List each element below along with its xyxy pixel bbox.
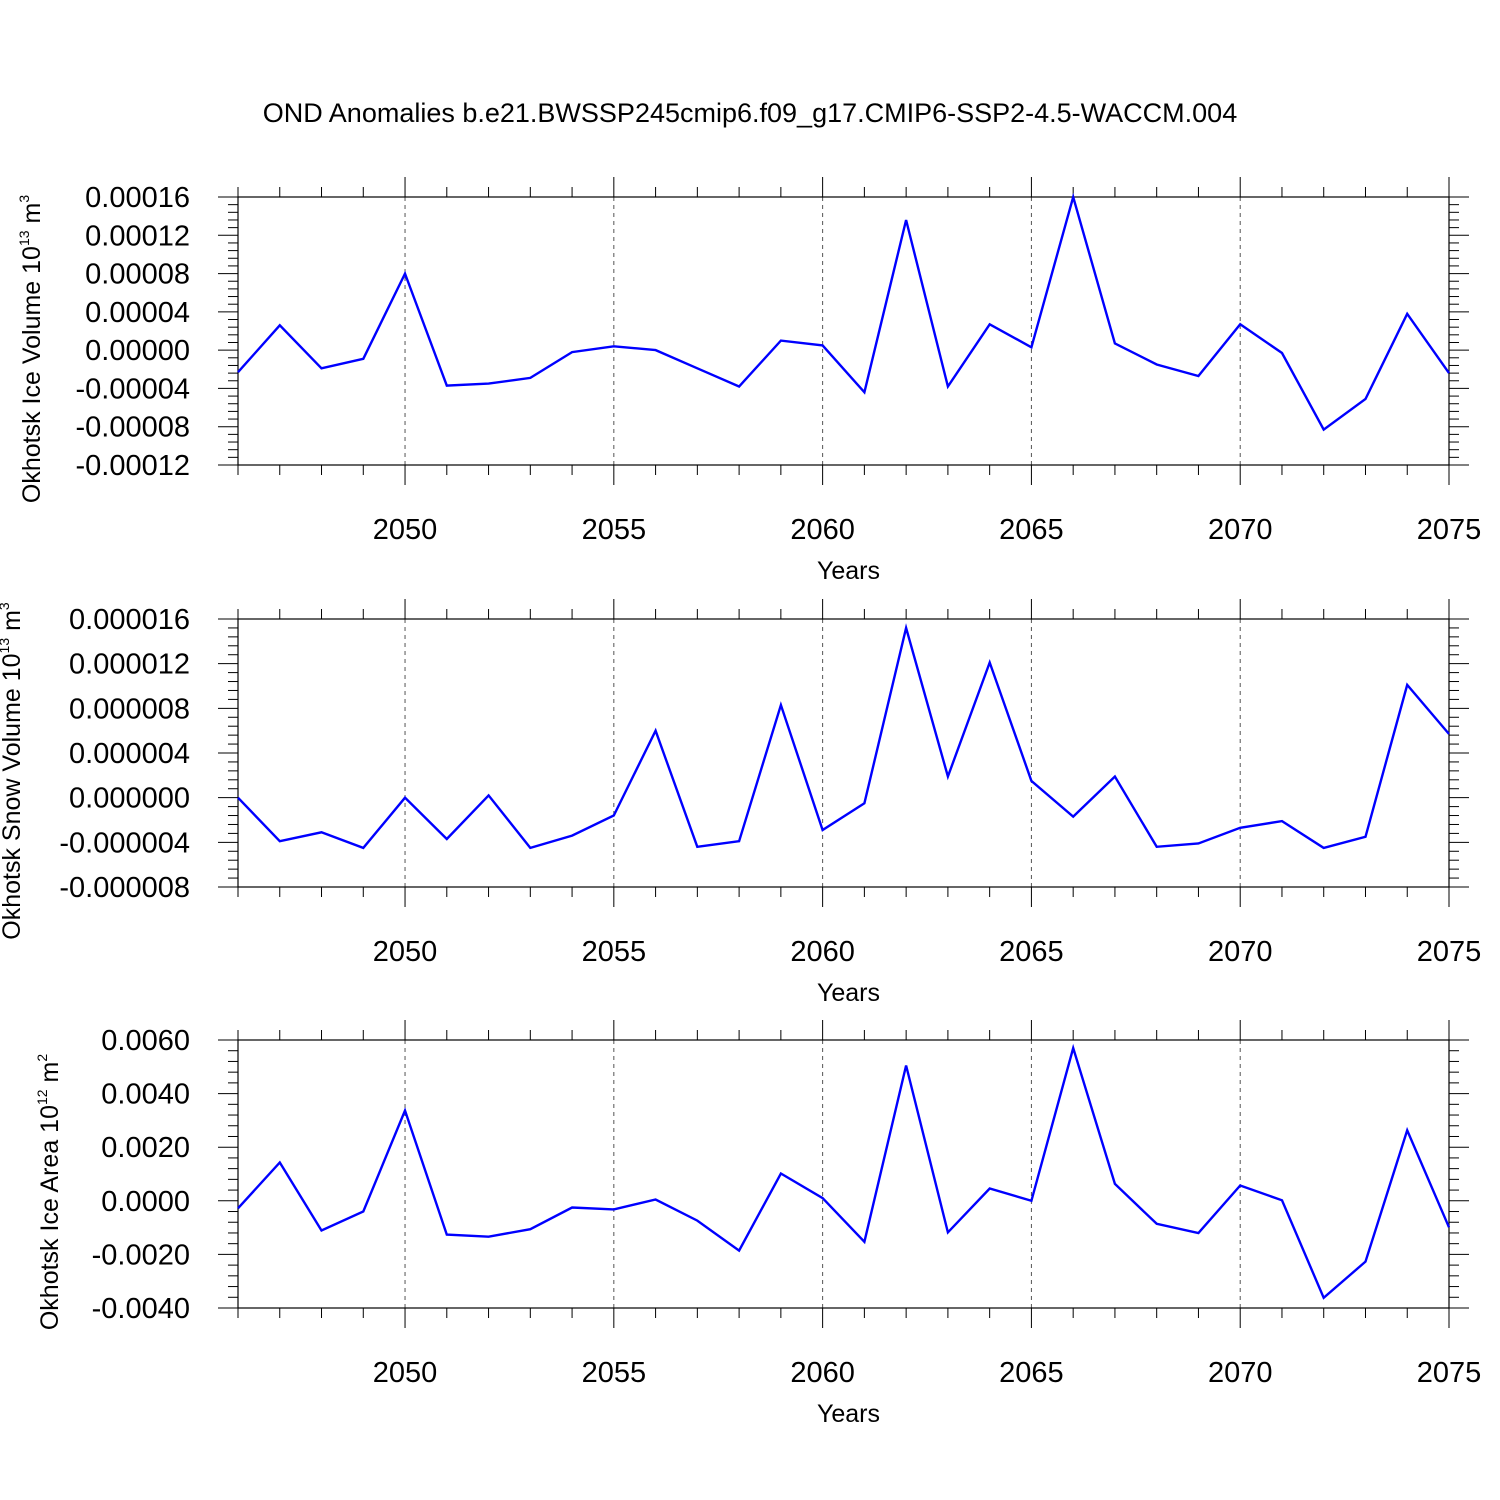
y-tick-labels: -0.00012 -0.00008 -0.00004 0.00000 0.00004 0.…	[76, 182, 191, 482]
snow-volume-line	[237, 623, 1450, 850]
y-tick-label: -0.00004	[76, 373, 191, 405]
x-tick-label: 2070	[1208, 514, 1273, 546]
y-tick-label: 0.00004	[85, 297, 190, 329]
x-axis-title: Years	[817, 979, 880, 1007]
y-tick-label: -0.000008	[59, 872, 190, 904]
x-tick-label: 2055	[582, 936, 647, 968]
ice-volume-line	[237, 192, 1450, 432]
x-tick-label: 2060	[790, 1357, 855, 1389]
ice-area-points	[236, 1046, 1452, 1301]
panel-ice-volume: -0.00012 -0.00008 -0.00004 0.00000 0.00004 0.…	[16, 177, 1481, 585]
main-title: OND Anomalies b.e21.BWSSP245cmip6.f09_g1…	[263, 98, 1237, 128]
y-tick-label: 0.00012	[85, 220, 190, 252]
plot-frame	[237, 1039, 1450, 1309]
y-axis-title: Okhotsk Snow Volume 1013 m3	[0, 602, 26, 940]
x-axis-title: Years	[817, 1400, 880, 1428]
x-tick-label: 2060	[790, 936, 855, 968]
y-tick-label: 0.00000	[85, 335, 190, 367]
tick-marks	[218, 1020, 1469, 1328]
y-tick-label: 0.000012	[69, 649, 190, 681]
x-tick-labels: 2050 2055 2060 2065 2070 2075	[373, 1357, 1481, 1389]
y-tick-labels: -0.0040 -0.0020 0.0000 0.0020 0.0040 0.0060	[92, 1025, 190, 1325]
x-tick-labels: 2050 2055 2060 2065 2070 2075	[373, 936, 1481, 968]
y-tick-label: 0.00016	[85, 182, 190, 214]
y-tick-label: -0.0040	[92, 1293, 190, 1325]
x-tick-label: 2075	[1417, 1357, 1482, 1389]
y-tick-label: 0.000004	[69, 738, 190, 770]
x-tick-label: 2075	[1417, 514, 1482, 546]
x-tick-label: 2050	[373, 1357, 438, 1389]
panel-snow-volume: -0.000008 -0.000004 0.000000 0.000004 0.0000…	[0, 599, 1481, 1007]
y-tick-label: -0.000004	[59, 827, 190, 859]
x-tick-label: 2075	[1417, 936, 1482, 968]
x-tick-label: 2050	[373, 936, 438, 968]
tick-marks	[218, 177, 1469, 485]
y-tick-label: 0.000008	[69, 693, 190, 725]
y-tick-label: 0.00008	[85, 259, 190, 291]
y-tick-label: 0.0060	[101, 1025, 190, 1057]
x-tick-label: 2070	[1208, 936, 1273, 968]
y-tick-label: -0.00008	[76, 412, 191, 444]
plot-frame	[237, 196, 1450, 466]
y-tick-labels: -0.000008 -0.000004 0.000000 0.000004 0.0000…	[59, 604, 190, 904]
x-tick-label: 2060	[790, 514, 855, 546]
ice-area-line	[237, 1043, 1451, 1300]
x-tick-label: 2065	[999, 514, 1064, 546]
y-tick-label: 0.0020	[101, 1132, 190, 1164]
x-tick-label: 2050	[373, 514, 438, 546]
y-tick-label: 0.000016	[69, 604, 190, 636]
y-tick-label: -0.0020	[92, 1239, 190, 1271]
x-gridlines	[404, 197, 1241, 465]
x-tick-label: 2055	[582, 1357, 647, 1389]
y-tick-label: -0.00012	[76, 450, 191, 482]
ice-volume-points	[236, 195, 1452, 433]
x-tick-label: 2055	[582, 514, 647, 546]
x-axis-title: Years	[817, 557, 880, 585]
x-gridlines	[404, 1040, 1241, 1308]
y-tick-label: 0.0000	[101, 1186, 190, 1218]
tick-marks	[218, 599, 1469, 907]
x-tick-label: 2070	[1208, 1357, 1273, 1389]
y-tick-label: 0.000000	[69, 783, 190, 815]
panel-ice-area: -0.0040 -0.0020 0.0000 0.0020 0.0040 0.0060 2…	[34, 1020, 1481, 1428]
x-tick-label: 2065	[999, 1357, 1064, 1389]
y-axis-title: Okhotsk Ice Area 1012 m2	[34, 1054, 64, 1330]
plot-frame	[237, 618, 1450, 888]
y-axis-title: Okhotsk Ice Volume 1013 m3	[16, 195, 46, 503]
x-tick-label: 2065	[999, 936, 1064, 968]
x-tick-labels: 2050 2055 2060 2065 2070 2075	[373, 514, 1481, 546]
y-tick-label: 0.0040	[101, 1079, 190, 1111]
